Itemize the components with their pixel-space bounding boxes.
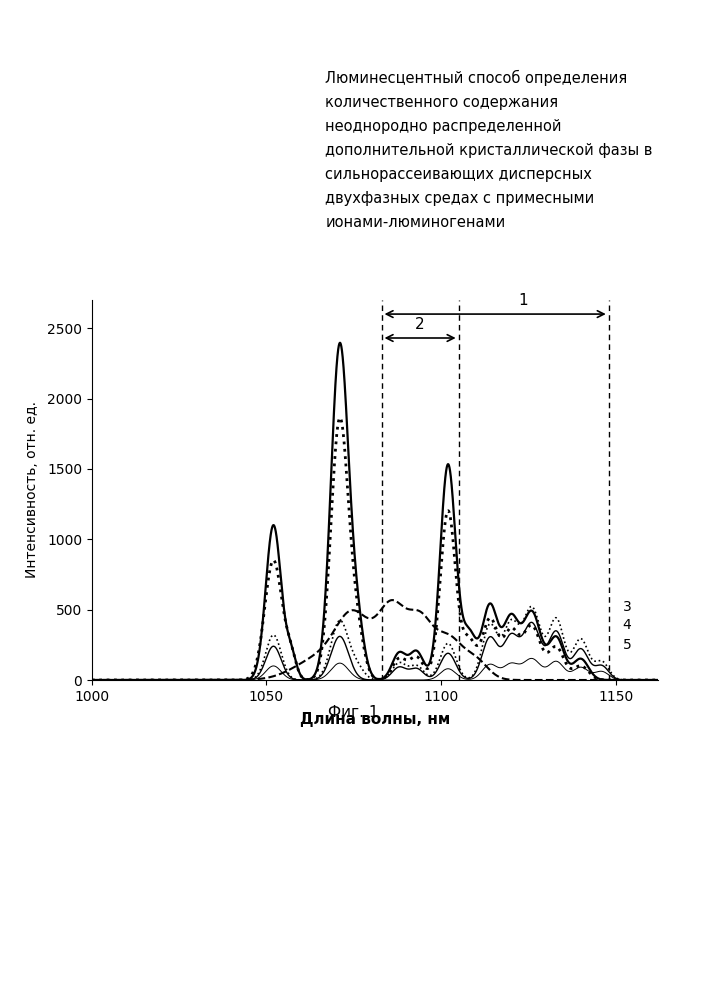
Text: 1: 1 bbox=[518, 293, 528, 308]
X-axis label: Длина волны, нм: Длина волны, нм bbox=[300, 712, 450, 727]
Text: 5: 5 bbox=[623, 638, 631, 652]
Text: 3: 3 bbox=[623, 600, 631, 614]
Text: Люминесцентный способ определения
количественного содержания
неоднородно распред: Люминесцентный способ определения количе… bbox=[325, 70, 653, 230]
Text: 4: 4 bbox=[623, 618, 631, 632]
Text: Фиг. 1: Фиг. 1 bbox=[328, 705, 379, 720]
Text: 2: 2 bbox=[415, 317, 425, 332]
Y-axis label: Интенсивность, отн. ед.: Интенсивность, отн. ед. bbox=[25, 401, 39, 578]
